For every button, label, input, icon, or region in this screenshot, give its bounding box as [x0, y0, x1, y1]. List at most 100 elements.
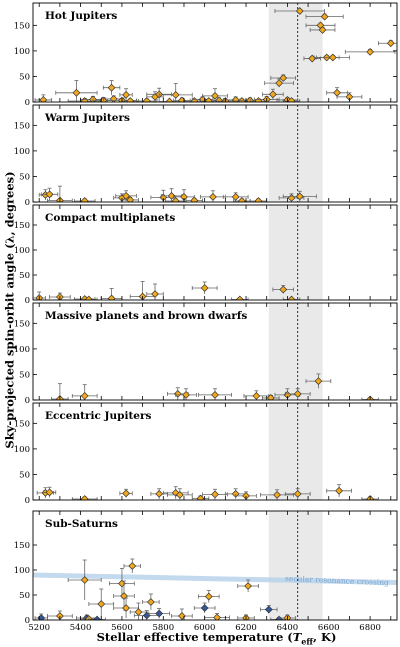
y-tick-label: 50 [19, 591, 30, 601]
data-point [72, 88, 81, 97]
data-point [122, 604, 130, 612]
data-points [34, 558, 297, 620]
data-point [320, 12, 329, 21]
data-point [366, 48, 375, 56]
data-point [190, 196, 199, 202]
x-axis-label-sub: eff [301, 636, 313, 647]
x-tick-label: 6400 [277, 623, 299, 633]
data-point [209, 192, 217, 201]
x-axis-label: Stellar effective temperature (Teff, K) [33, 630, 400, 646]
data-point [295, 192, 304, 201]
panel-frame [32, 204, 398, 301]
y-tick-label: 0 [25, 296, 30, 306]
data-point [328, 53, 337, 62]
panel-frame [32, 302, 398, 401]
data-point [122, 489, 130, 498]
y-tick-label: 0 [25, 396, 30, 406]
shaded-band [268, 303, 323, 400]
data-point [293, 389, 302, 398]
shaded-band [268, 511, 323, 620]
data-point [93, 615, 102, 620]
panel-1: 0 50 100 150 Hot Jupiters [14, 2, 398, 108]
y-tick-label: 100 [14, 246, 30, 256]
y-tick-label: 100 [14, 345, 30, 355]
y-tick-label: 150 [14, 541, 30, 551]
data-point [287, 295, 296, 300]
data-point [155, 609, 164, 618]
data-point [142, 97, 151, 102]
shaded-band [268, 403, 323, 500]
y-tick-label: 100 [14, 566, 30, 576]
data-point [252, 392, 261, 400]
data-point [128, 562, 137, 570]
data-point [167, 191, 176, 200]
panel-5: 0 50 100 150 Eccentric Jupiters [14, 402, 398, 506]
data-point [84, 295, 93, 300]
y-tick-label: 150 [14, 419, 30, 429]
data-point [122, 90, 130, 99]
data-point [386, 39, 395, 48]
data-point [295, 7, 304, 15]
data-point [213, 613, 221, 620]
y-tick-label: 0 [25, 616, 30, 626]
data-point [244, 582, 252, 590]
shaded-band [268, 3, 323, 102]
x-axis-label-pre: Stellar effective temperature ( [96, 630, 293, 644]
data-points [36, 484, 379, 500]
y-tick-label: 0 [25, 98, 30, 108]
data-point [126, 196, 135, 202]
data-points [33, 281, 301, 300]
data-point [275, 79, 284, 87]
data-point [134, 608, 143, 616]
y-tick-label: 50 [19, 72, 30, 82]
data-point [293, 489, 302, 498]
x-tick-label: 6600 [318, 623, 340, 633]
data-point [175, 490, 184, 499]
panel-3: 0 50 100 150 Compact multiplanets [14, 204, 398, 306]
data-points [51, 373, 379, 400]
panel-2: 0 50 100 150 Warm Jupiters [14, 104, 398, 208]
data-point [318, 26, 327, 34]
x-axis-label-post: , K) [312, 630, 337, 644]
data-point [264, 605, 273, 614]
panel-frame [32, 104, 398, 203]
x-tick-label: 5200 [28, 623, 50, 633]
data-point [146, 598, 155, 606]
y-tick-label: 100 [14, 445, 30, 455]
y-tick-label: 50 [19, 172, 30, 182]
data-point [45, 488, 54, 497]
data-point [269, 90, 277, 99]
data-point [200, 284, 209, 292]
data-point [235, 295, 244, 300]
data-point [279, 285, 288, 294]
panel-title: Massive planets and brown dwarfs [45, 310, 247, 322]
data-point [80, 97, 89, 102]
panel-title: Sub-Saturns [45, 518, 118, 530]
data-point [279, 74, 288, 82]
data-points [34, 7, 397, 102]
data-point [107, 83, 116, 92]
data-point [314, 377, 323, 385]
panel-4: 0 50 100 150 Massive planets and brown dwarf… [14, 302, 398, 406]
data-point [165, 97, 174, 102]
data-point [171, 197, 180, 202]
secular-resonance-band [33, 572, 397, 585]
data-point [266, 394, 275, 400]
data-point [215, 96, 224, 102]
data-point [39, 96, 48, 102]
y-tick-label: 150 [14, 21, 30, 31]
y-tick-label: 50 [19, 470, 30, 480]
shaded-band [268, 105, 323, 202]
y-tick-label: 100 [14, 47, 30, 57]
y-axis-label: Sky-projected spin-orbit angle (λ, degre… [3, 171, 17, 449]
data-point [178, 612, 186, 620]
data-point [155, 489, 164, 498]
data-point [80, 576, 89, 584]
data-point [237, 197, 246, 202]
panel-6: secular resonance crossing050100150Sub-S… [14, 510, 398, 626]
x-tick-label: 6000 [194, 623, 216, 633]
y-tick-label: 150 [14, 319, 30, 329]
y-axis-label-container: Sky-projected spin-orbit angle (λ, degre… [3, 0, 17, 620]
data-point [231, 192, 240, 201]
